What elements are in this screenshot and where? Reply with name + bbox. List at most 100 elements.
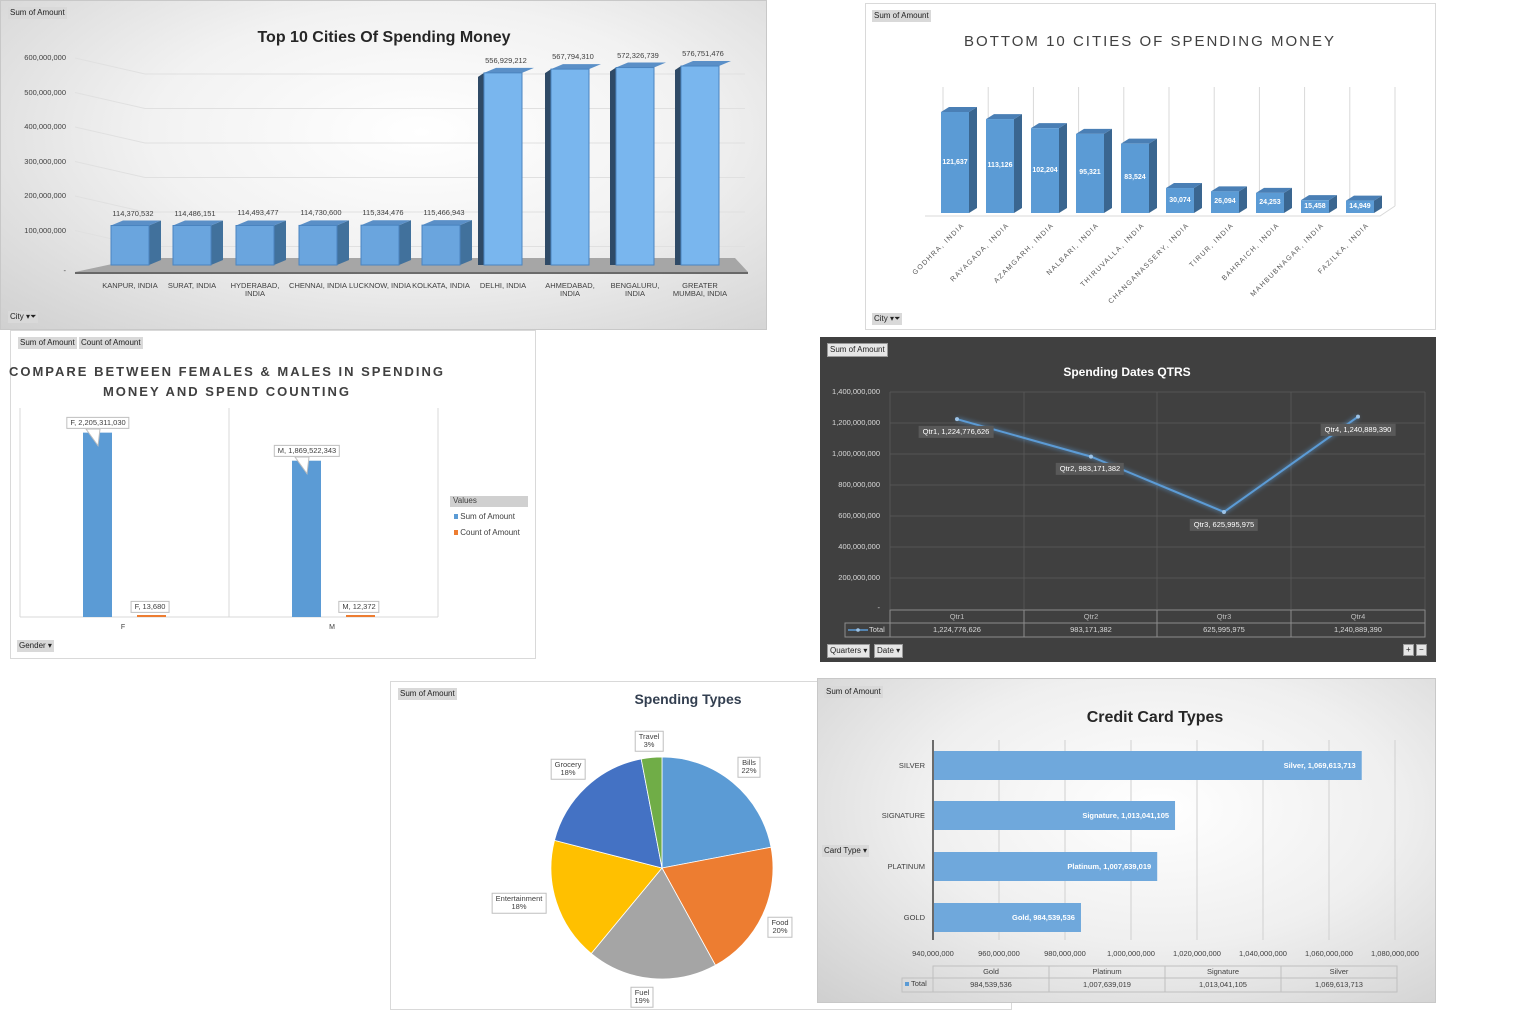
data-table-value: 1,240,889,390 [1334,624,1382,634]
bar [1166,188,1194,213]
y-tick-label: 1,400,000,000 [832,386,880,396]
data-label: 114,486,151 [174,208,216,218]
x-tick-label: 1,020,000,000 [1173,948,1221,958]
bar [934,903,1081,932]
data-table-series-label: Total [869,624,885,634]
x-tick-label: HYDERABAD, INDIA [230,281,280,299]
expand-field-button[interactable]: + [1403,644,1414,656]
card-type-label: Card Type [824,846,861,855]
data-table-header: Qtr3 [1216,611,1232,621]
legend-header: Values [450,496,528,507]
bar-side [1329,195,1337,213]
data-label: 26,094 [1214,198,1236,206]
sum-of-amount-field-button[interactable]: Sum of Amount [398,688,457,700]
sum-of-amount-field-button[interactable]: Sum of Amount [872,10,931,22]
credit-card-types-chart [817,678,1436,1003]
collapse-field-button[interactable]: − [1416,644,1427,656]
bar-side [1059,123,1067,213]
bar [615,67,655,266]
bar-side [610,67,616,265]
data-label: Qtr2, 983,171,382 [1055,462,1125,476]
bar-side [969,107,977,213]
bar-side [149,220,161,265]
y-tick-label: 600,000,000 [24,52,66,62]
bar-side [478,72,484,265]
data-table-header: Silver [1329,966,1349,976]
pie-data-label: Grocery 18% [550,758,586,780]
bar-top [616,62,666,68]
bar-top [986,114,1022,120]
x-tick-label: BENGALURU, INDIA [610,281,660,299]
x-tick-label: F [120,624,126,632]
data-label: Gold, 984,539,536 [1012,912,1075,922]
pie-data-label: Bills 22% [737,756,761,778]
legend-label: Count of Amount [460,528,520,537]
chart-title: Spending Types [634,691,742,707]
sum-of-amount-field-button[interactable]: Sum of Amount [824,686,883,698]
pie-category: Food [771,917,789,927]
y-tick-label: - [877,602,881,612]
date-filter-button[interactable]: Date ▾ [874,644,904,658]
bar [550,68,590,266]
x-tick-label: 1,060,000,000 [1305,948,1353,958]
data-label: 15,458 [1304,202,1326,210]
data-table-value: 984,539,536 [970,979,1012,989]
x-tick-label: 1,040,000,000 [1239,948,1287,958]
chart-title-line-1: COMPARE BETWEEN FEMALES & MALES IN SPEND… [8,364,446,379]
pie-category: Travel [638,731,660,741]
bar-top [1121,138,1157,144]
x-tick-label: CHANGANASSERY, INDIA [1107,222,1191,306]
y-tick-label: 1,000,000,000 [832,448,880,458]
bar-side [337,220,349,265]
data-table-value: 1,224,776,626 [933,624,981,634]
pie-slice-bills [661,756,772,869]
bar-side [399,220,411,265]
card-type-filter-button[interactable]: Card Type ▾ [822,845,870,857]
data-label: 567,794,310 [552,51,594,61]
bar-top [173,220,223,226]
bar [1076,133,1104,213]
bar-top [236,220,286,226]
filter-icon: ▾⏷ [890,314,901,323]
data-table-value: 983,171,382 [1070,624,1112,634]
bar-top [681,61,731,67]
bar [934,751,1362,780]
data-label: 114,730,600 [300,208,342,218]
sum-of-amount-field-button[interactable]: Sum of Amount [18,337,77,349]
city-filter-button[interactable]: City ▾⏷ [872,313,903,325]
gender-filter-button[interactable]: Gender ▾ [17,640,54,652]
chart-title: Spending Dates QTRS [1063,365,1191,379]
city-filter-button[interactable]: City ▾⏷ [8,311,39,323]
legend-swatch [905,982,909,986]
bar-side [1104,128,1112,213]
city-label: City [10,312,24,321]
data-label: F, 2,205,311,030 [66,416,130,430]
city-label: City [874,314,888,323]
data-label: 102,204 [1032,166,1058,174]
count-of-amount-field-button[interactable]: Count of Amount [79,337,143,349]
bar-top [1256,187,1292,193]
bar-top [1031,123,1067,129]
x-tick-label: 980,000,000 [1044,948,1086,958]
y-tick-label: 1,200,000,000 [832,417,880,427]
bar-top [551,64,601,70]
data-label: 14,949 [1349,202,1371,210]
sum-of-amount-field-button[interactable]: Sum of Amount [8,7,67,19]
bar [1346,200,1374,213]
bar-side [1374,195,1382,213]
data-label: Platinum, 1,007,639,019 [1067,861,1152,871]
data-point [955,417,959,422]
pie-percent: 22% [741,766,757,775]
x-tick-label: 940,000,000 [912,948,954,958]
bar-top [1166,183,1202,189]
legend-item-count: Count of Amount [454,528,520,538]
x-tick-label: KANPUR, INDIA [102,281,158,290]
chart-title: Top 10 Cities Of Spending Money [257,29,511,46]
bar-side [460,220,472,265]
data-label: 95,321 [1079,169,1101,177]
floor-line [925,205,1396,217]
sum-of-amount-field-button[interactable]: Sum of Amount [827,343,888,357]
quarters-filter-button[interactable]: Quarters ▾ [827,644,871,658]
data-table-header: Qtr1 [949,611,965,621]
